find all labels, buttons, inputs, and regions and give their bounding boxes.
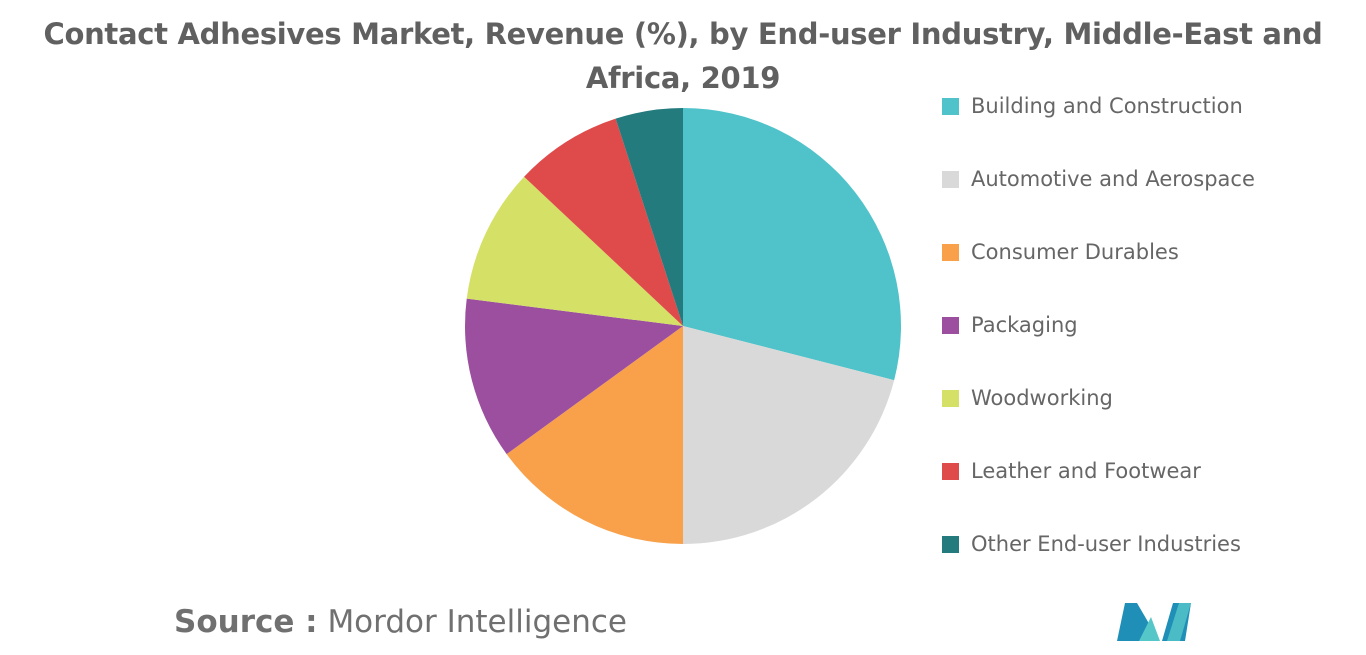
logo-left-shape (1117, 603, 1151, 641)
legend-label: Leather and Footwear (971, 459, 1201, 483)
logo-middle-shape (1139, 617, 1160, 641)
legend-item-building-and-construction: Building and Construction (942, 88, 1243, 124)
pie-slice-consumer-durables (506, 326, 683, 544)
legend-swatch (942, 462, 959, 480)
legend-swatch (942, 389, 959, 407)
legend-item-consumer-durables: Consumer Durables (942, 234, 1179, 270)
source-label: Source : (174, 604, 318, 640)
mordor-intelligence-logo-icon (1117, 603, 1191, 641)
pie-slice-packaging (465, 298, 683, 455)
logo-highlight-shape (1167, 603, 1191, 641)
legend-label: Consumer Durables (971, 240, 1179, 264)
legend-label: Other End-user Industries (971, 532, 1241, 556)
legend-swatch (942, 316, 959, 334)
pie-slice-leather-and-footwear (524, 118, 683, 326)
pie-slice-building-and-construction (683, 108, 901, 381)
legend-swatch (942, 97, 959, 115)
source-value: Mordor Intelligence (327, 604, 627, 640)
legend-item-automotive-and-aerospace: Automotive and Aerospace (942, 161, 1255, 197)
source-note: Source : Mordor Intelligence (174, 604, 627, 640)
legend-item-leather-and-footwear: Leather and Footwear (942, 453, 1201, 489)
legend-label: Woodworking (971, 386, 1113, 410)
chart-title: Contact Adhesives Market, Revenue (%), b… (43, 17, 1323, 95)
legend-label: Automotive and Aerospace (971, 167, 1255, 191)
pie-slice-other-end-user-industries (615, 108, 683, 326)
legend-swatch (942, 535, 959, 553)
legend-swatch (942, 170, 959, 188)
pie-slice-automotive-and-aerospace (683, 326, 895, 544)
legend-label: Packaging (971, 313, 1078, 337)
legend-item-other-end-user-industries: Other End-user Industries (942, 526, 1241, 562)
legend-item-woodworking: Woodworking (942, 380, 1113, 416)
legend-item-packaging: Packaging (942, 307, 1078, 343)
legend-swatch (942, 243, 959, 261)
legend-label: Building and Construction (971, 94, 1243, 118)
pie-chart (465, 108, 901, 544)
pie-slice-woodworking (466, 176, 683, 326)
